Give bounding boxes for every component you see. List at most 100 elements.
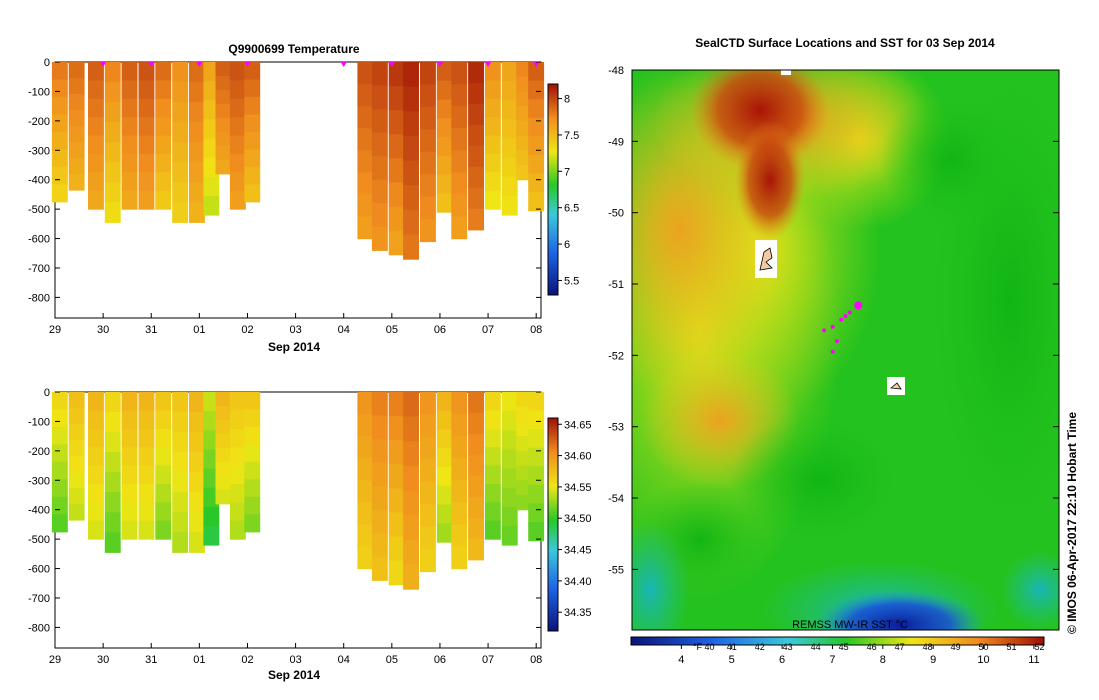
profile-cell [371, 62, 388, 87]
profile-cell [155, 465, 172, 485]
profile-cell [484, 502, 501, 522]
profile-cell [484, 190, 501, 210]
profile-cell [172, 452, 189, 473]
sst-celsius-tick-label: 11 [1028, 654, 1039, 666]
profile-cell [68, 472, 85, 489]
profile-cell [484, 62, 501, 81]
profile-cell [104, 452, 121, 473]
profile-cell [172, 122, 189, 143]
profile-cell [121, 172, 138, 192]
profile-cell [172, 532, 189, 553]
profile-cell [528, 80, 545, 100]
profile-cell [403, 490, 419, 516]
profile-cell [501, 62, 518, 82]
profile-cell [371, 179, 388, 204]
profile-cell [403, 209, 419, 236]
profile-cell [229, 98, 246, 118]
sst-fahrenheit-tick-label: 52 [1035, 642, 1045, 652]
profile-cell [357, 194, 374, 218]
sst-celsius-tick-label: 5 [729, 654, 735, 666]
profile-cell [203, 392, 220, 412]
profile-cell [244, 461, 261, 480]
profile-cell [436, 118, 453, 138]
profile-cell [155, 502, 172, 522]
colorbar-tick-label: 7 [564, 166, 570, 178]
profile-cell [357, 172, 374, 195]
profile-cell [484, 117, 501, 137]
temperature-y-axis: 0 -100 -200 -300 -400 -500 -600 -700 -800 [28, 57, 541, 304]
profile-cell [451, 458, 468, 481]
profile-cell [121, 117, 138, 137]
profile-cell [516, 165, 533, 181]
profile-cell [484, 447, 501, 467]
profile-cell [357, 414, 374, 437]
profile-cell [68, 488, 85, 505]
profile-cell [88, 154, 104, 173]
profile-cell [189, 162, 205, 183]
sst-fahrenheit-tick-label: 41 [727, 642, 737, 652]
y-tick-label: -800 [28, 622, 50, 634]
profile-cell [501, 449, 518, 470]
profile-cell [388, 512, 405, 538]
profile-cell [468, 433, 484, 456]
profile-cell [229, 520, 246, 540]
profile-cell [403, 564, 419, 590]
profile-cell [420, 481, 436, 505]
profile-cell [436, 155, 453, 176]
profile-cell [436, 392, 453, 412]
profile-cell [203, 119, 220, 140]
profile-cell [88, 502, 104, 522]
profile-cell [229, 392, 246, 411]
profile-cell [51, 426, 68, 445]
profile-cell [436, 448, 453, 468]
profile-cell [403, 62, 419, 88]
profile-cell [215, 489, 232, 505]
sst-celsius-tick-label: 7 [829, 654, 835, 666]
x-tick-label: 05 [386, 654, 398, 666]
profile-cell [51, 96, 68, 115]
profile-cell [403, 185, 419, 211]
profile-cell [189, 82, 205, 103]
profile-cell [468, 83, 484, 105]
sst-fahrenheit-tick-label: 42 [755, 642, 765, 652]
profile-cell [104, 472, 121, 493]
profile-cell [516, 436, 533, 452]
profile-cell [451, 392, 468, 415]
profile-cell [468, 392, 484, 414]
sst-map-y-axis: -48 -49 -50 -51 -52 -53 -54 -55 [608, 65, 1059, 576]
profile-cell [420, 151, 436, 175]
profile-cell [451, 414, 468, 437]
profile-cell [501, 392, 518, 412]
profile-cell [88, 117, 104, 137]
profile-cell [516, 76, 533, 92]
seal-location-marker [822, 328, 827, 333]
profile-cell [244, 96, 261, 115]
salinity-colorbar-ticks: 34.35 34.40 34.45 34.50 34.55 34.60 34.65 [558, 419, 592, 619]
profile-cell [68, 110, 85, 127]
profile-cell [51, 514, 68, 533]
sst-map-title: SealCTD Surface Locations and SST for 03… [695, 36, 995, 50]
x-tick-label: 02 [241, 324, 253, 336]
lat-tick-label: -54 [608, 493, 624, 505]
profile-cell [51, 184, 68, 203]
profile-cell [189, 182, 205, 203]
profile-cell [451, 194, 468, 218]
profile-cell [155, 520, 172, 540]
profile-cell [371, 509, 388, 534]
profile-cell [215, 461, 232, 477]
profile-cell [203, 487, 220, 508]
profile-cell [244, 184, 261, 203]
profile-cell [357, 216, 374, 240]
x-tick-label: 08 [530, 654, 542, 666]
profile-cell [516, 106, 533, 122]
profile-cell [357, 458, 374, 481]
profile-cell [484, 172, 501, 192]
profile-cell [371, 203, 388, 228]
profile-cell [138, 465, 155, 485]
profile-cell [68, 94, 85, 111]
profile-cell [138, 98, 155, 118]
profile-cell [420, 414, 436, 438]
profile-cell [203, 100, 220, 120]
profile-cell [357, 502, 374, 525]
surface-marker [388, 62, 395, 67]
